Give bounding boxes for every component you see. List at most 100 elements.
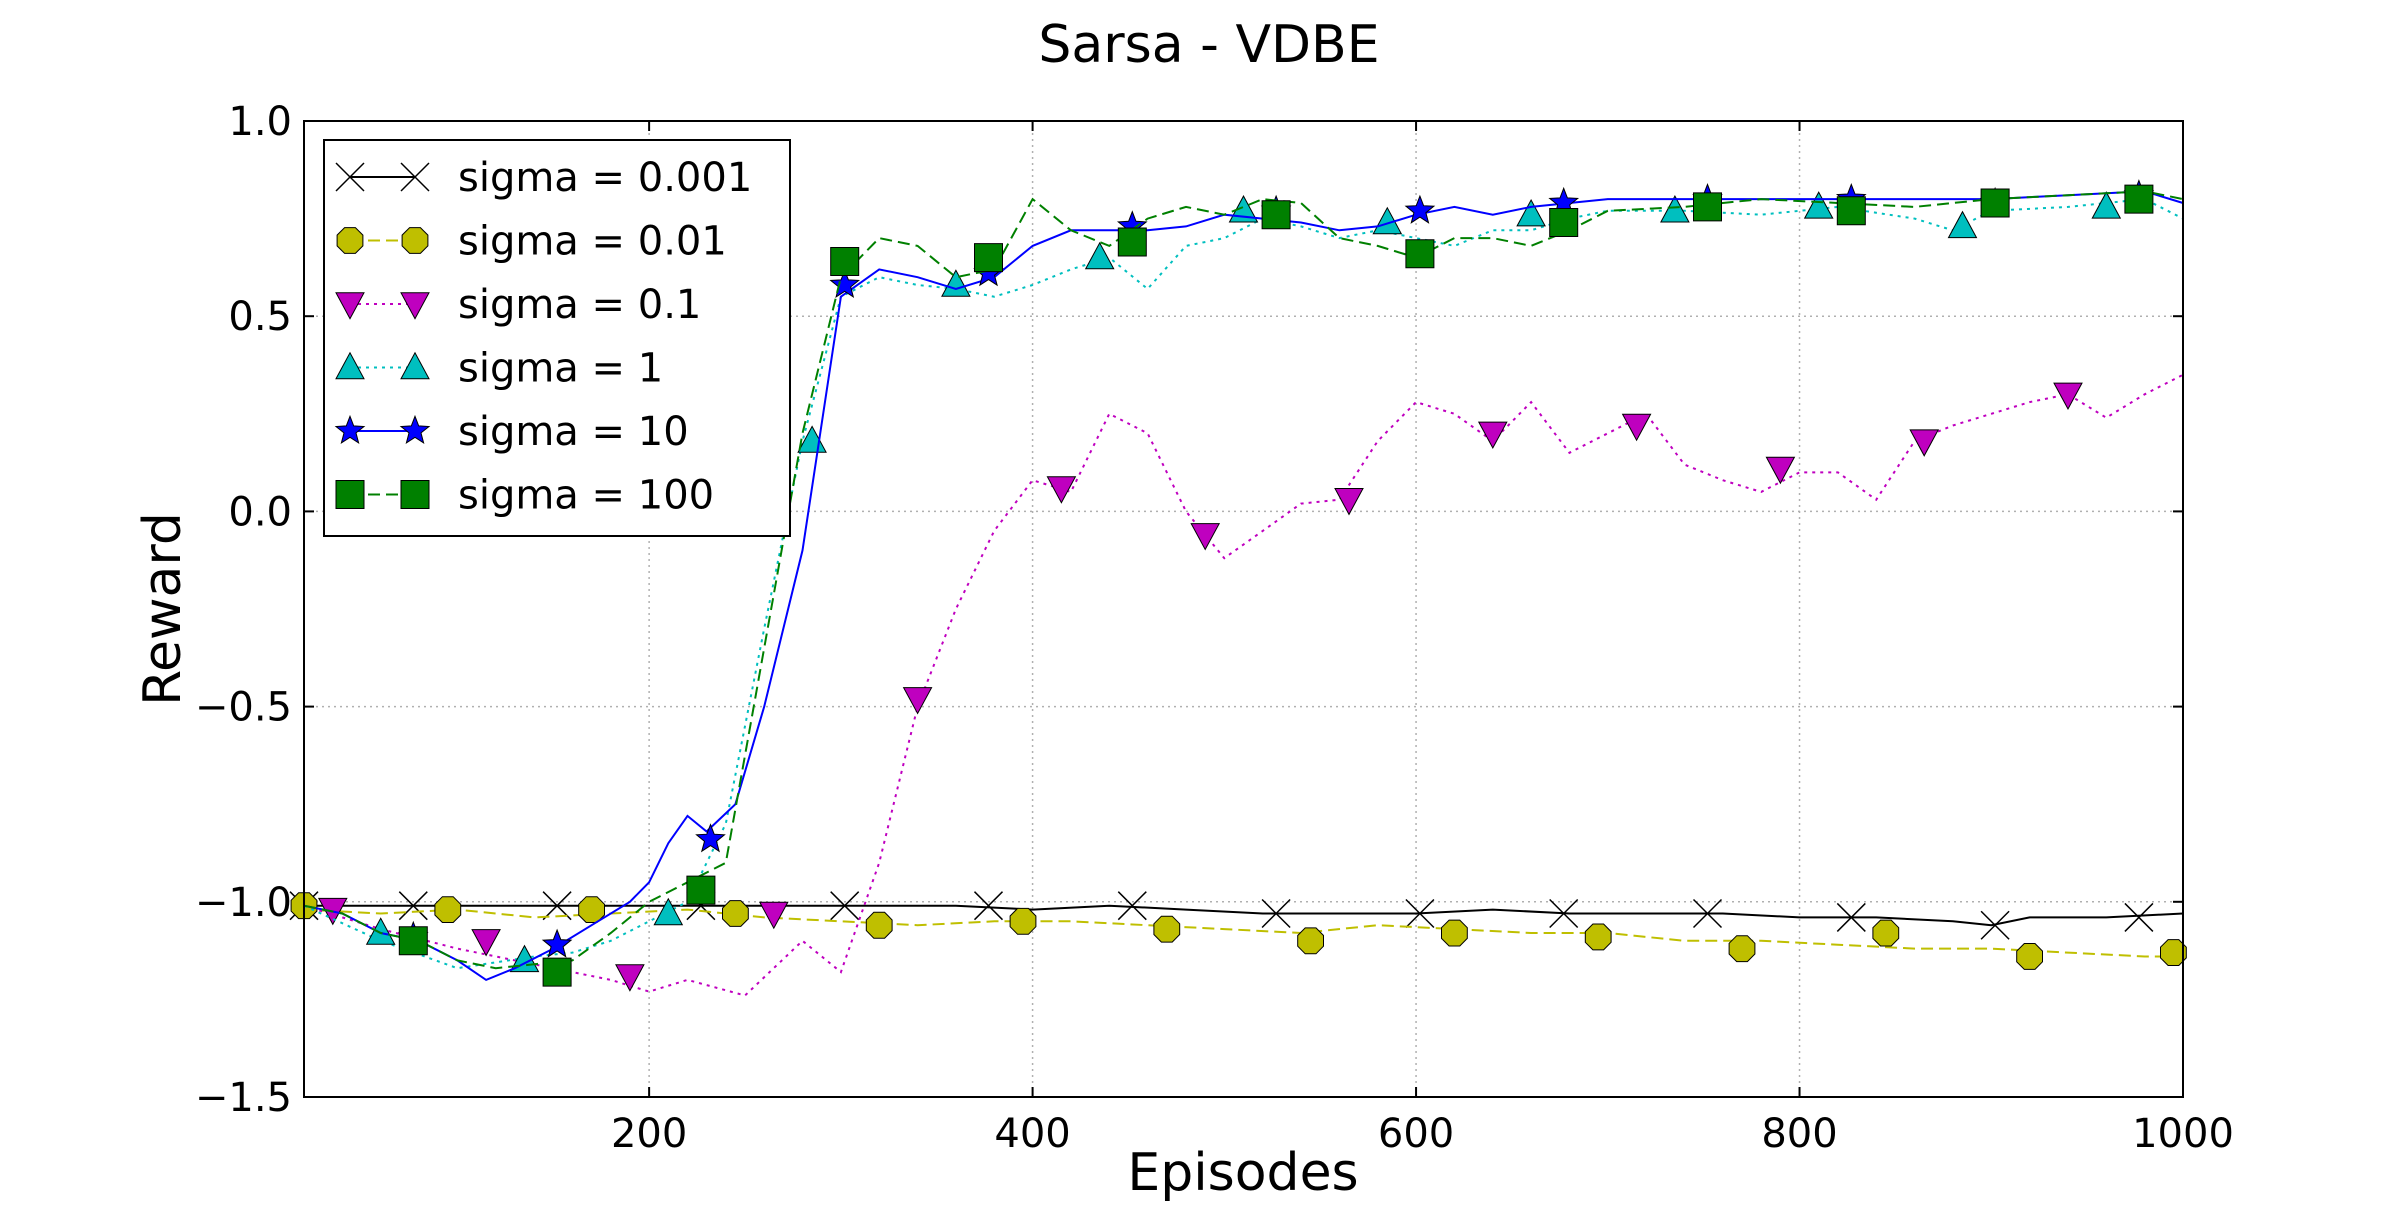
legend-entries: sigma = 0.001 sigma = 0.01 sigma = 0.1 sigm… (334, 155, 752, 519)
series-marker (865, 911, 893, 939)
y-tick-label: 0.5 (228, 294, 292, 340)
series-2 (303, 373, 2184, 997)
series-marker (830, 247, 860, 276)
series-marker (1584, 923, 1612, 951)
legend-marker (335, 351, 365, 380)
series-marker (1692, 898, 1723, 929)
series-line (303, 190, 2184, 982)
legend-box (323, 139, 791, 537)
series-0 (289, 891, 2184, 940)
legend-entry: sigma = 10 (334, 409, 689, 455)
y-axis-title: Reward (133, 512, 193, 706)
series-marker-stroke (1405, 898, 1435, 929)
series-marker-stroke (1117, 891, 1147, 921)
legend-marker-stroke (400, 162, 430, 192)
legend-entry: sigma = 0.001 (335, 155, 752, 201)
series-marker (1836, 196, 1866, 226)
legend-marker (400, 480, 430, 509)
series-marker (2124, 184, 2154, 214)
series-marker (1909, 429, 1940, 457)
x-tick-label: 800 (1761, 1111, 1837, 1157)
series-marker (615, 964, 645, 992)
x-axis-title: Episodes (1127, 1143, 1358, 1203)
series-marker (1621, 413, 1652, 442)
legend-marker (400, 162, 430, 192)
series-line (303, 198, 2184, 970)
series-marker (1117, 891, 1147, 921)
series-marker (1980, 188, 2010, 218)
series-marker (1803, 191, 1834, 219)
series-line (303, 373, 2184, 997)
legend-entry: sigma = 1 (335, 346, 663, 392)
series-marker (941, 269, 971, 297)
series-marker (1660, 195, 1690, 223)
series-marker (1549, 208, 1579, 237)
chart-title: Sarsa - VDBE (1038, 15, 1379, 75)
series-marker (686, 875, 716, 905)
series-marker (1084, 241, 1115, 270)
legend-marker (401, 227, 429, 254)
series-marker (653, 897, 684, 926)
series-marker (1765, 456, 1796, 485)
plot-frame (303, 120, 2184, 1098)
series-marker (1117, 227, 1147, 257)
series-marker (434, 896, 462, 923)
series-marker-stroke (542, 891, 572, 921)
series-marker (722, 900, 749, 927)
legend-entry: sigma = 0.1 (335, 282, 701, 328)
series-marker (1261, 898, 1291, 929)
y-tick-label: 1.0 (228, 99, 292, 145)
series-marker-stroke (1261, 898, 1291, 929)
series-marker (830, 891, 860, 921)
series-marker (758, 901, 789, 930)
series-marker-stroke (1836, 902, 1866, 932)
legend: sigma = 0.001 sigma = 0.01 sigma = 0.1 sigm… (323, 139, 791, 537)
series-marker (398, 926, 428, 956)
legend-marker (335, 480, 365, 509)
series-marker (1190, 523, 1221, 551)
y-tick-label: −1.0 (195, 880, 292, 926)
series-marker (541, 928, 573, 958)
series-marker (902, 687, 933, 715)
series-marker-stroke (1692, 898, 1723, 929)
series-marker (2124, 902, 2154, 932)
series-marker (1261, 200, 1291, 230)
legend-marker (334, 414, 366, 445)
series-marker (1009, 907, 1037, 935)
legend-marker (399, 414, 431, 445)
series-marker (1046, 476, 1077, 504)
y-tick-label: −0.5 (195, 685, 292, 731)
series-marker (1836, 902, 1866, 932)
series-marker (1297, 927, 1324, 955)
series-3 (303, 191, 2184, 973)
tick-layer: 200 400 600 800 1000 −1.5 −1.0 −0.5 0.0 0.5 1.0 (195, 99, 2234, 1157)
series-marker (973, 891, 1004, 921)
series-marker (1549, 898, 1579, 929)
series-5 (303, 184, 2184, 987)
series-marker (1405, 898, 1435, 929)
legend-entry: sigma = 0.01 (336, 219, 727, 265)
legend-label: sigma = 0.001 (458, 155, 752, 201)
x-tick-label: 400 (994, 1111, 1070, 1157)
series-marker (2016, 943, 2043, 970)
series-marker (1947, 210, 1978, 239)
series-1 (290, 892, 2187, 970)
series-layer (289, 179, 2187, 997)
series-marker-stroke (398, 891, 428, 921)
series-marker (542, 957, 572, 987)
series-marker (1872, 919, 1900, 947)
series-marker-stroke (973, 891, 1004, 921)
legend-entry: sigma = 100 (335, 473, 714, 519)
series-marker (1980, 910, 2010, 940)
series-marker-stroke (2124, 902, 2154, 932)
series-marker (578, 896, 605, 923)
y-tick-label: 0.0 (228, 489, 292, 535)
legend-marker (336, 227, 364, 254)
x-tick-label: 200 (611, 1111, 687, 1157)
series-marker (1693, 192, 1722, 222)
y-tick-label: −1.5 (195, 1075, 292, 1121)
series-marker (2091, 191, 2122, 219)
series-marker (2053, 382, 2083, 411)
